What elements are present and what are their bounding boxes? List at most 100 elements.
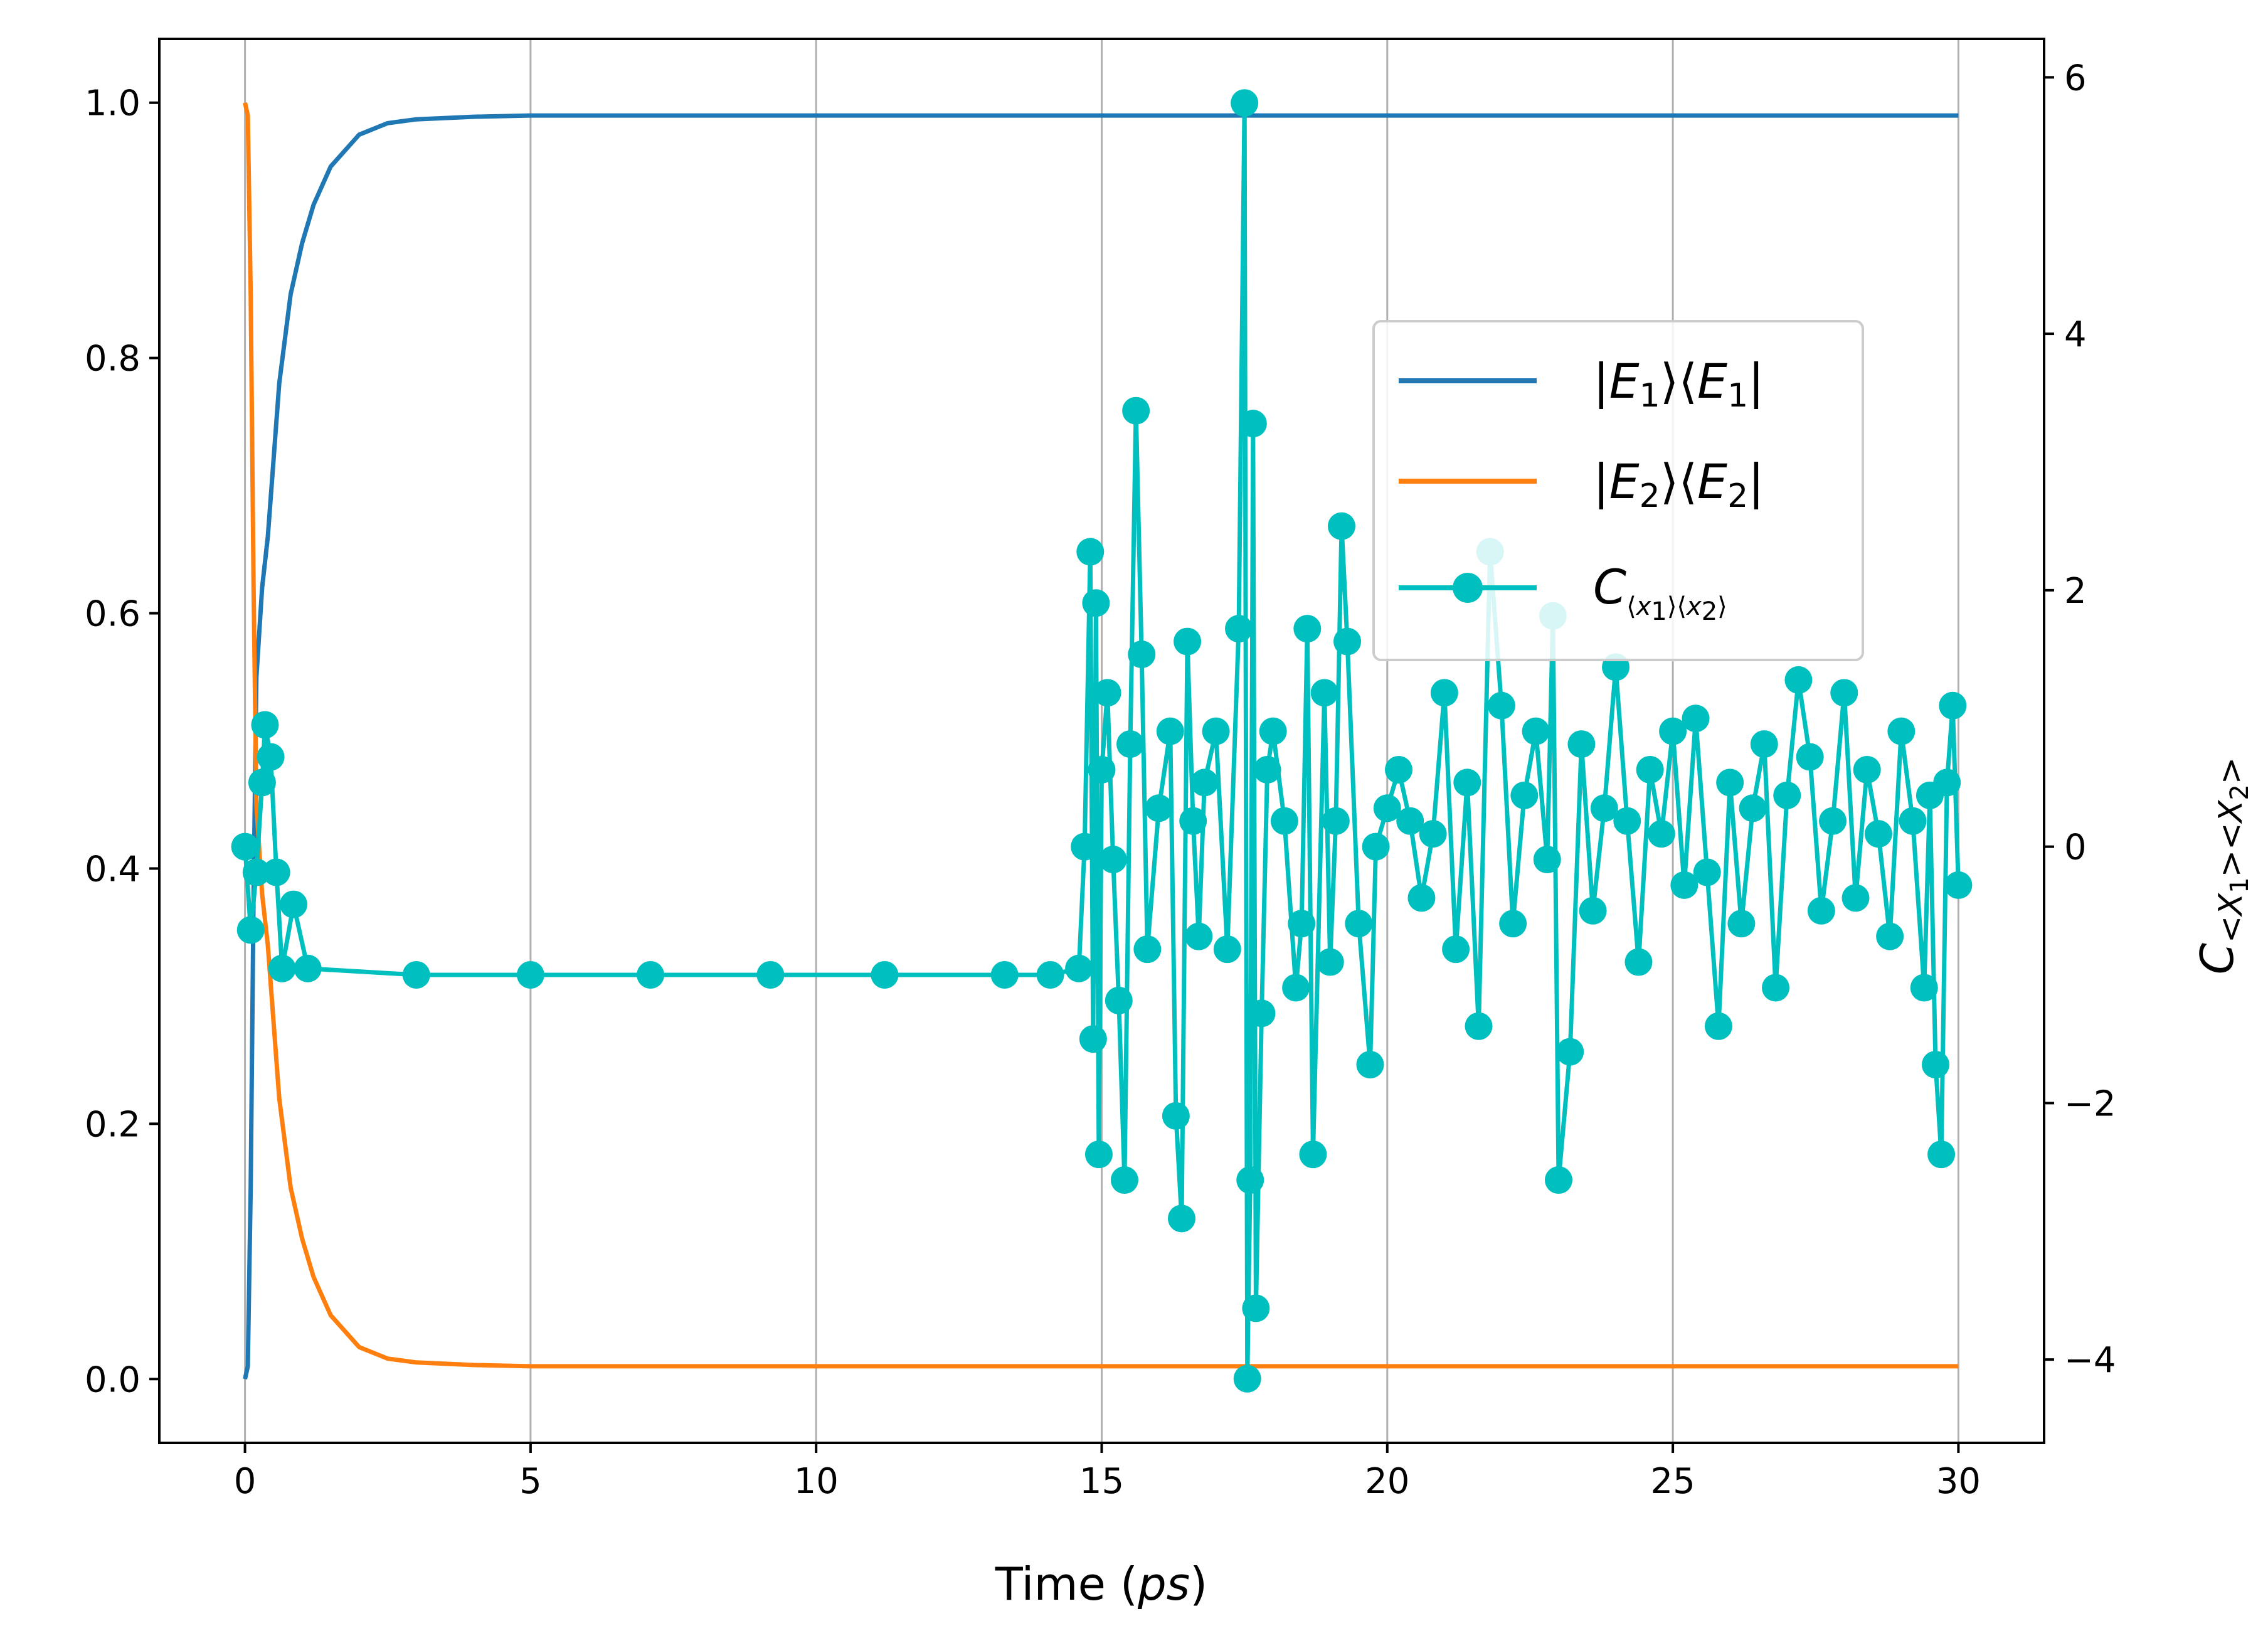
data-point-c <box>1784 666 1813 694</box>
data-point-c <box>1487 691 1515 720</box>
data-point-c <box>1853 755 1881 784</box>
data-point-c <box>1036 961 1064 989</box>
legend-box <box>1372 320 1864 661</box>
data-point-c <box>1613 807 1641 835</box>
data-point-c <box>279 890 307 918</box>
data-point-c <box>236 916 265 944</box>
data-point-c <box>1156 717 1184 745</box>
data-point-c <box>294 954 322 982</box>
data-point-c <box>1373 794 1401 822</box>
data-point-c <box>1407 884 1436 912</box>
data-point-c <box>1887 717 1916 745</box>
data-point-c <box>1796 743 1824 771</box>
data-point-c <box>1293 615 1322 643</box>
data-point-c <box>1213 935 1241 964</box>
data-point-c <box>1933 768 1961 797</box>
legend-label-e2: |E2⟩⟨E2| <box>1593 454 1764 515</box>
data-point-c <box>1185 922 1213 950</box>
data-point-c <box>402 961 430 989</box>
data-point-c <box>1750 730 1778 758</box>
data-point-c <box>1239 410 1267 438</box>
data-point-c <box>1693 858 1721 886</box>
data-point-c <box>1084 1141 1113 1169</box>
y-right-tick-label: −4 <box>2064 1340 2116 1381</box>
data-point-c <box>1122 396 1150 425</box>
data-point-c <box>1322 807 1350 835</box>
legend-label-c: C⟨x1⟩⟨x2⟩ <box>1593 559 1727 626</box>
data-point-c <box>1099 846 1127 874</box>
data-point-c <box>1299 1141 1327 1169</box>
data-point-c <box>1116 730 1145 758</box>
data-point-c <box>1590 794 1618 822</box>
data-point-c <box>1076 538 1105 566</box>
x-tick-label: 20 <box>1365 1461 1409 1502</box>
data-point-c <box>1093 679 1121 707</box>
data-point-c <box>1128 641 1156 669</box>
data-point-c <box>516 961 544 989</box>
data-point-c <box>1190 768 1219 797</box>
data-point-c <box>1071 832 1099 861</box>
data-point-c <box>637 961 665 989</box>
y-right-tick-label: −2 <box>2064 1083 2116 1124</box>
data-point-c <box>1396 807 1424 835</box>
y-right-tick-label: 2 <box>2064 571 2087 612</box>
data-point-c <box>1910 974 1938 1002</box>
legend-marker-c <box>1453 573 1483 603</box>
data-point-c <box>1079 1025 1107 1053</box>
data-point-c <box>1939 691 1967 720</box>
data-point-c <box>1316 948 1344 976</box>
data-point-c <box>1430 679 1458 707</box>
data-point-c <box>1162 1102 1190 1130</box>
data-point-c <box>1253 755 1281 784</box>
data-point-c <box>1830 679 1858 707</box>
data-point-c <box>1105 986 1133 1014</box>
data-point-c <box>248 768 276 797</box>
data-point-c <box>1288 910 1316 938</box>
data-point-c <box>990 961 1019 989</box>
data-point-c <box>242 858 270 886</box>
data-point-c <box>1225 615 1253 643</box>
data-point-c <box>1556 1038 1584 1066</box>
legend: |E1⟩⟨E1| |E2⟩⟨E2| C⟨x1⟩⟨x2⟩ <box>1372 320 1864 661</box>
data-point-c <box>1248 999 1276 1028</box>
y-left-tick-label: 0.2 <box>85 1104 140 1145</box>
data-point-c <box>1088 755 1116 784</box>
data-point-c <box>1282 974 1310 1002</box>
data-point-c <box>1233 1364 1261 1393</box>
data-point-c <box>1567 730 1596 758</box>
data-point-c <box>257 743 285 771</box>
data-point-c <box>1773 781 1801 809</box>
data-point-c <box>1082 589 1110 617</box>
data-point-c <box>871 961 899 989</box>
data-point-c <box>1453 768 1481 797</box>
data-point-c <box>1864 820 1892 848</box>
y-left-tick-label: 0.4 <box>85 849 140 890</box>
data-point-c <box>1841 884 1870 912</box>
data-point-c <box>1133 935 1162 964</box>
data-point-c <box>1579 896 1607 925</box>
data-point-c <box>231 832 259 861</box>
data-point-c <box>1259 717 1287 745</box>
data-point-c <box>1145 794 1173 822</box>
x-tick-label: 5 <box>519 1461 542 1502</box>
x-tick-label: 0 <box>234 1461 257 1502</box>
data-point-c <box>1819 807 1847 835</box>
x-tick-label: 15 <box>1079 1461 1124 1502</box>
y-axis-right: −4 −2 0 2 4 6 <box>2044 58 2116 1381</box>
data-point-c <box>1362 832 1390 861</box>
data-point-c <box>1682 705 1710 733</box>
data-point-c <box>1202 717 1230 745</box>
data-point-c <box>1727 910 1756 938</box>
data-point-c <box>1065 954 1093 982</box>
data-point-c <box>1327 512 1355 540</box>
data-point-c <box>1762 974 1790 1002</box>
data-point-c <box>1899 807 1927 835</box>
data-point-c <box>1110 1166 1138 1194</box>
data-point-c <box>1465 1012 1493 1040</box>
data-point-c <box>1333 627 1362 656</box>
data-point-c <box>1647 820 1675 848</box>
x-tick-label: 30 <box>1936 1461 1981 1502</box>
data-point-c <box>1231 89 1259 117</box>
data-point-c <box>1944 871 1973 899</box>
